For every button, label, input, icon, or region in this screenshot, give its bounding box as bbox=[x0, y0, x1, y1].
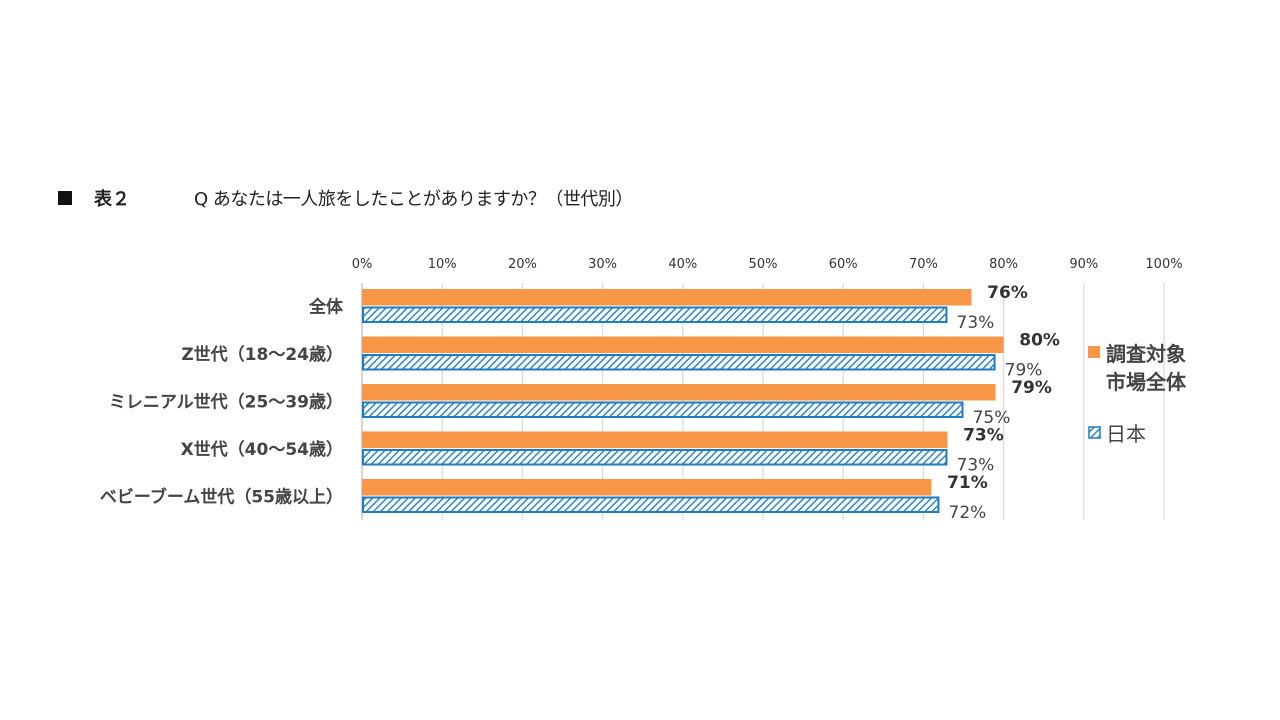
value-label-all-markets-4: 71% bbox=[947, 473, 988, 493]
value-label-japan-1: 79% bbox=[1005, 361, 1043, 381]
tick-label-40: 40% bbox=[668, 257, 697, 272]
tick-label-70: 70% bbox=[909, 257, 938, 272]
legend-label-all-markets-0: 調査対象 bbox=[1106, 342, 1186, 366]
bar-all-markets-3 bbox=[362, 431, 948, 448]
category-labels: 全体 Z世代（18〜24歳） ミレニアル世代（25〜39歳） X世代（40〜54歳） ベ… bbox=[100, 297, 344, 508]
category-label-0: 全体 bbox=[308, 297, 344, 318]
bar-japan-3 bbox=[362, 449, 948, 466]
category-label-2: ミレニアル世代（25〜39歳） bbox=[109, 392, 343, 413]
value-label-japan-0: 73% bbox=[957, 313, 995, 333]
value-label-all-markets-0: 76% bbox=[987, 283, 1028, 303]
x-axis-ticks: 0% 10% 20% 30% 40% 50% 60% 70% 80% 90% 100% bbox=[352, 257, 1183, 272]
bar-japan-4 bbox=[362, 496, 940, 513]
category-label-3: X世代（40〜54歳） bbox=[181, 439, 343, 460]
question-text: Q あなたは一人旅をしたことがありますか？（世代別） bbox=[194, 189, 633, 210]
legend-label-japan: 日本 bbox=[1106, 422, 1146, 446]
legend-label-all-markets-1: 市場全体 bbox=[1106, 370, 1187, 394]
bar-all-markets-0 bbox=[362, 289, 972, 306]
value-label-japan-4: 72% bbox=[949, 503, 987, 523]
bars: 76%73%80%79%79%75%73%73%71%72% bbox=[362, 283, 1060, 523]
bar-japan-2 bbox=[362, 401, 964, 418]
tick-label-60: 60% bbox=[829, 257, 858, 272]
tick-label-80: 80% bbox=[989, 257, 1018, 272]
tick-label-100: 100% bbox=[1145, 257, 1182, 272]
tick-label-90: 90% bbox=[1069, 257, 1098, 272]
title-square-icon bbox=[58, 191, 72, 205]
value-label-japan-2: 75% bbox=[973, 408, 1011, 428]
category-label-4: ベビーブーム世代（55歳以上） bbox=[100, 487, 343, 508]
bar-all-markets-4 bbox=[362, 479, 932, 496]
legend-swatch-all-markets bbox=[1088, 346, 1100, 358]
tick-label-30: 30% bbox=[588, 257, 617, 272]
tick-label-10: 10% bbox=[428, 257, 457, 272]
tick-label-50: 50% bbox=[749, 257, 778, 272]
legend-swatch-japan bbox=[1088, 426, 1101, 439]
value-label-all-markets-1: 80% bbox=[1019, 331, 1060, 351]
table-number-label: 表２ bbox=[94, 189, 130, 210]
value-label-all-markets-3: 73% bbox=[963, 426, 1004, 446]
bar-japan-1 bbox=[362, 354, 996, 371]
tick-label-20: 20% bbox=[508, 257, 537, 272]
value-label-all-markets-2: 79% bbox=[1011, 378, 1052, 398]
category-label-1: Z世代（18〜24歳） bbox=[181, 344, 343, 365]
value-label-japan-3: 73% bbox=[957, 456, 995, 476]
tick-label-0: 0% bbox=[352, 257, 373, 272]
bar-all-markets-1 bbox=[362, 336, 1004, 353]
bar-japan-0 bbox=[362, 306, 948, 323]
bar-all-markets-2 bbox=[362, 384, 996, 401]
